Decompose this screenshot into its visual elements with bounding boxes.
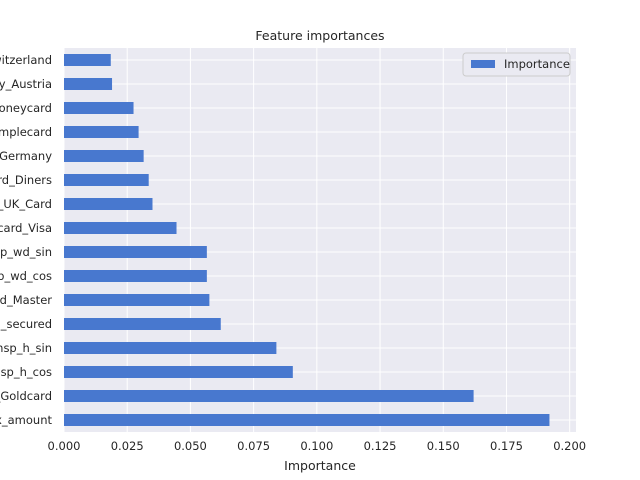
bar-rd-diners: [64, 174, 149, 186]
y-tick-label: witzerland: [0, 53, 52, 67]
y-tick-label: sp_h_cos: [1, 365, 52, 379]
bar-witzerland: [64, 54, 111, 66]
y-tick-label: _UK_Card: [0, 197, 52, 211]
x-axis-label: Importance: [284, 458, 356, 473]
legend: Importance: [462, 52, 571, 77]
bar-card-visa: [64, 222, 177, 234]
bar-d-master: [64, 294, 210, 306]
y-tick-label: Honeycard: [0, 101, 52, 115]
x-tick-label: 0.175: [490, 439, 523, 453]
y-tick-label: card_Visa: [0, 221, 52, 235]
y-tick-label: _Goldcard: [0, 389, 52, 403]
legend-label: Importance: [504, 57, 570, 71]
y-tick-label: sp_wd_sin: [0, 245, 52, 259]
y-tick-label: nsp_h_sin: [0, 341, 52, 355]
y-tick-label: d_Master: [0, 293, 52, 307]
bar-uk-card: [64, 198, 153, 210]
x-tick-label: 0.000: [48, 439, 81, 453]
bar-implecard: [64, 126, 139, 138]
x-tick-label: 0.075: [237, 439, 270, 453]
y-tick-label: rd_Diners: [0, 173, 52, 187]
legend-box: [462, 52, 571, 77]
chart-title: Feature importances: [255, 28, 384, 43]
y-tick-label: d_secured: [0, 317, 52, 331]
bar-sp-h-cos: [64, 366, 293, 378]
bar-honeycard: [64, 102, 134, 114]
bar-nsp-h-sin: [64, 342, 277, 354]
bar-ry-austria: [64, 78, 113, 90]
x-tick-label: 0.050: [174, 439, 207, 453]
x-tick-label: 0.025: [111, 439, 144, 453]
bars: [64, 54, 550, 426]
y-tick-label: x_amount: [0, 413, 52, 427]
legend-swatch: [471, 60, 495, 68]
bar-p-wd-cos: [64, 270, 207, 282]
x-tick-labels: 0.000 0.025 0.050 0.075 0.100 0.125 0.150 0.175…: [48, 439, 587, 453]
bar-d-secured: [64, 318, 221, 330]
x-tick-label: 0.125: [364, 439, 397, 453]
bar-sp-wd-sin: [64, 246, 207, 258]
x-tick-label: 0.100: [300, 439, 333, 453]
y-tick-label: implecard: [0, 125, 52, 139]
x-tick-label: 0.200: [553, 439, 586, 453]
y-tick-label: p_wd_cos: [0, 269, 52, 283]
bar-x-amount: [64, 414, 550, 426]
y-tick-labels: x_amount _Goldcard sp_h_cos nsp_h_sin d_secu…: [0, 53, 52, 427]
bar-goldcard: [64, 390, 474, 402]
y-tick-label: _Germany: [0, 149, 52, 163]
bar-germany: [64, 150, 144, 162]
y-tick-label: ry_Austria: [0, 77, 52, 91]
x-tick-label: 0.150: [427, 439, 460, 453]
